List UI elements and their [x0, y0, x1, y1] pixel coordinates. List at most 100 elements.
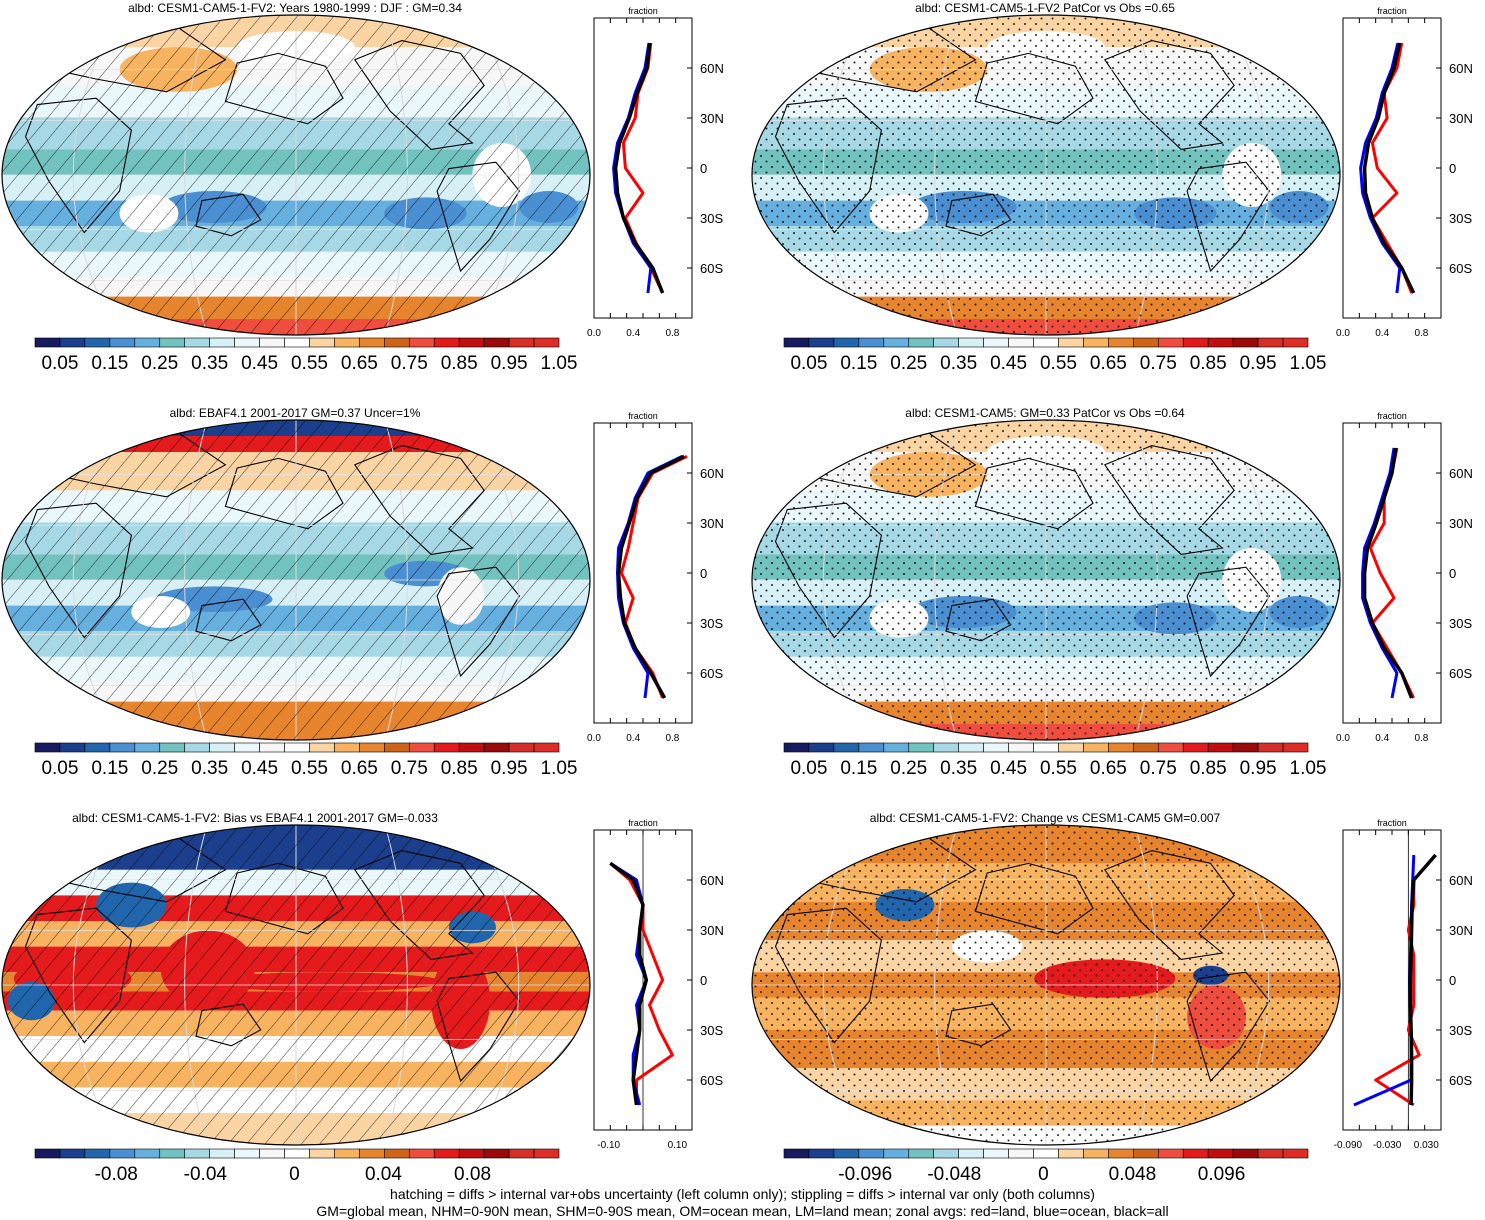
zonal-lat-label: 0	[700, 566, 707, 581]
map-p4	[751, 419, 1341, 741]
colorbar-swatch	[1133, 742, 1159, 753]
colorbar-swatch	[384, 1148, 410, 1159]
colorbar-tick-label: 0.05	[790, 353, 827, 374]
colorbar-swatch	[384, 742, 410, 753]
colorbar-swatch	[359, 1148, 385, 1159]
colorbar-swatch	[1108, 337, 1134, 348]
map-p6	[751, 824, 1341, 1146]
zonal-lat-label: 30N	[700, 111, 724, 126]
colorbar-tick-label: 0.15	[840, 353, 877, 374]
zonal-plot-p2: fraction 0.0 0.4 0.8 60N 30N 0 30S 60S	[1336, 6, 1473, 339]
colorbar-swatch	[84, 742, 111, 753]
colorbar-swatch	[408, 337, 435, 348]
colorbar-swatch	[883, 742, 910, 753]
zonal-series-ocean	[1361, 447, 1399, 699]
colorbar-swatch	[84, 337, 111, 348]
colorbar-tick-label: 0.096	[1198, 1164, 1246, 1185]
zonal-lat-label: 30N	[700, 923, 724, 938]
colorbar-swatch	[408, 1148, 435, 1159]
map-p1	[1, 14, 591, 336]
colorbar-swatch	[1232, 337, 1259, 348]
colorbar-swatch	[309, 1148, 335, 1159]
colorbar-swatch	[883, 1148, 910, 1159]
colorbar-swatch	[533, 337, 560, 348]
colorbar-tick-label: -0.08	[95, 1164, 138, 1185]
zonal-lat-label: 60N	[700, 61, 724, 76]
zonal-lat-label: 60S	[700, 666, 723, 681]
colorbar-swatch	[234, 742, 260, 753]
colorbar-tick-label: 0.05	[790, 758, 827, 779]
zonal-series-ocean	[616, 454, 683, 699]
colorbar-swatch	[1033, 337, 1059, 348]
stipple-overlay	[752, 420, 1340, 740]
colorbar-tick-label: 0.75	[1140, 758, 1177, 779]
colorbar-swatch	[159, 337, 186, 348]
colorbar-tick-label: 1.05	[1290, 758, 1327, 779]
colorbar-swatch	[908, 337, 935, 348]
colorbar-tick-label: 0.85	[1190, 758, 1227, 779]
colorbar-tick-label: 0.15	[840, 758, 877, 779]
colorbar-swatch	[159, 742, 186, 753]
colorbar-swatch	[1282, 742, 1309, 753]
colorbar-swatch	[408, 742, 435, 753]
colorbar-swatch	[1282, 1148, 1309, 1159]
zonal-series-all	[1362, 42, 1416, 294]
colorbar-swatch	[184, 1148, 210, 1159]
zonal-frame	[593, 17, 693, 319]
colorbar-tick-label: 0.25	[890, 758, 927, 779]
colorbar-swatch	[1257, 1148, 1284, 1159]
colorbar-swatch	[1232, 1148, 1259, 1159]
colorbar-swatch	[1108, 1148, 1134, 1159]
colorbar-swatch	[1257, 337, 1284, 348]
colorbar-p2: 0.05 0.15 0.25 0.35 0.45 0.55 0.65 0.75 0.85 0.95…	[783, 337, 1326, 374]
zonal-title: fraction	[1377, 818, 1407, 828]
colorbar-swatch	[483, 742, 510, 753]
colorbar-swatch	[1008, 1148, 1034, 1159]
hatch-overlay	[2, 15, 590, 335]
zonal-lat-label: 60N	[700, 466, 724, 481]
zonal-xtick-label: 0.4	[1375, 328, 1389, 339]
colorbar-swatch	[134, 742, 161, 753]
colorbar-swatch	[284, 742, 310, 753]
zonal-xtick-label: 0.8	[1414, 733, 1428, 744]
zonal-lat-label: 60N	[1449, 466, 1473, 481]
zonal-title: fraction	[628, 818, 658, 828]
colorbar-swatch	[184, 337, 210, 348]
colorbar-swatch	[234, 1148, 260, 1159]
colorbar-tick-label: 0	[1038, 1164, 1049, 1185]
zonal-xtick-label: 0.0	[1336, 733, 1350, 744]
zonal-xtick-label: 0.8	[665, 733, 679, 744]
colorbar-swatch	[508, 337, 535, 348]
colorbar-swatch	[808, 742, 835, 753]
panel-title: albd: CESM1-CAM5-1-FV2: Change vs CESM1-…	[870, 811, 1221, 825]
colorbar-swatch	[433, 1148, 460, 1159]
map-border	[1, 824, 591, 1146]
zonal-plot-p6: fraction -0.090 -0.030 0.030 60N 30N 0 30S 60S	[1334, 818, 1473, 1151]
colorbar-tick-label: 0	[289, 1164, 300, 1185]
colorbar-tick-label: 0.85	[441, 353, 478, 374]
colorbar-tick-label: 0.25	[890, 353, 927, 374]
map-border	[751, 419, 1341, 741]
map-border	[751, 14, 1341, 336]
colorbar-swatch	[284, 337, 310, 348]
colorbar-swatch	[209, 1148, 235, 1159]
colorbar-tick-label: 0.05	[41, 758, 78, 779]
colorbar-tick-label: 0.85	[1190, 353, 1227, 374]
colorbar-tick-label: 0.65	[1090, 758, 1127, 779]
colorbar-swatch	[209, 337, 235, 348]
colorbar-tick-label: 1.05	[541, 353, 578, 374]
colorbar-swatch	[259, 742, 285, 753]
colorbar-swatch	[433, 742, 460, 753]
colorbar-swatch	[259, 337, 285, 348]
colorbar-swatch	[458, 337, 485, 348]
colorbar-swatch	[908, 1148, 935, 1159]
zonal-lat-label: 60N	[700, 873, 724, 888]
colorbar-tick-label: 0.25	[141, 758, 178, 779]
map-border	[1, 14, 591, 336]
colorbar-tick-label: 0.45	[241, 758, 278, 779]
zonal-title: fraction	[1377, 6, 1407, 16]
colorbar-swatch	[908, 742, 935, 753]
colorbar-tick-label: 0.75	[391, 353, 428, 374]
colorbar-swatch	[508, 1148, 535, 1159]
colorbar-tick-label: 0.15	[91, 353, 128, 374]
